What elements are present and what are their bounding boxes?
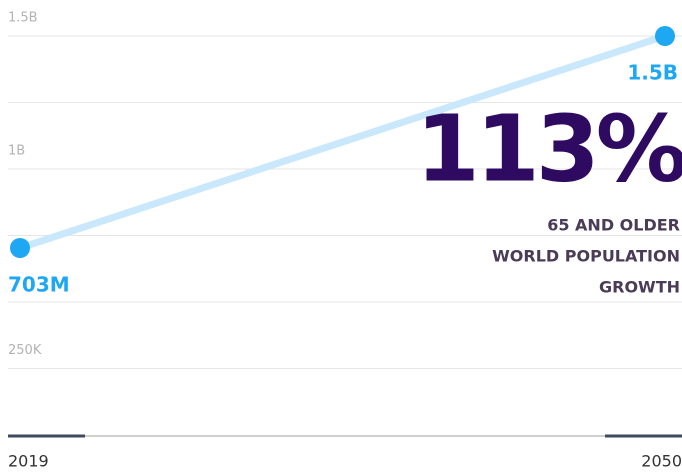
x-tick-label: 2019 xyxy=(8,452,49,471)
x-tick-label: 2050 xyxy=(641,452,682,471)
y-tick-label: 1.5B xyxy=(8,11,38,26)
y-tick-label: 250K xyxy=(8,343,42,358)
value-label: 703M xyxy=(8,273,70,297)
annotation: WORLD POPULATION xyxy=(492,247,680,266)
annotation: 65 AND OLDER xyxy=(547,216,680,235)
point xyxy=(655,26,675,46)
value-label: 1.5B xyxy=(627,61,678,85)
y-tick-label: 1B xyxy=(8,144,25,159)
point xyxy=(10,238,30,259)
headline: 113% xyxy=(416,95,682,202)
line xyxy=(16,32,669,252)
annotation: GROWTH xyxy=(599,278,680,297)
